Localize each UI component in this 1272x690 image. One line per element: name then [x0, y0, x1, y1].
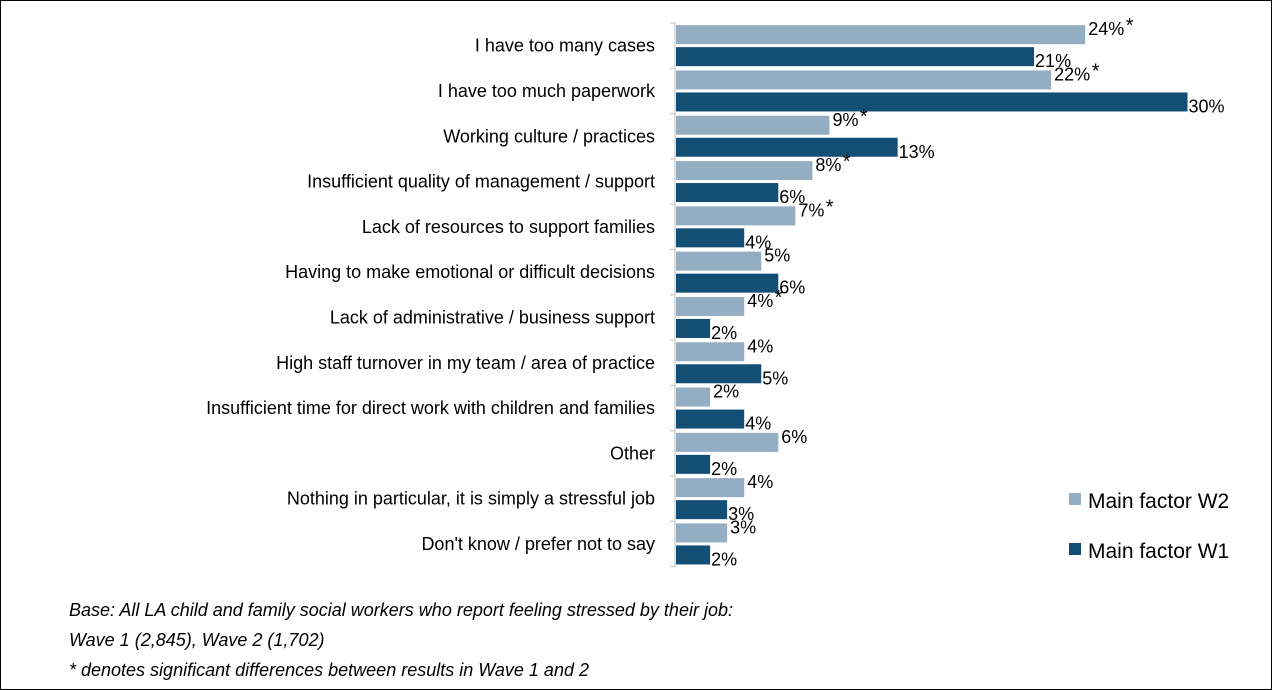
bar-w1 [676, 273, 779, 293]
bar-w2 [676, 70, 1052, 90]
category-label: Having to make emotional or difficult de… [285, 262, 655, 282]
value-label-w1: 5% [762, 368, 788, 388]
value-label-w1: 30% [1189, 96, 1225, 116]
significance-marker: * [843, 151, 851, 173]
value-label-w1: 21% [1035, 51, 1071, 71]
legend-swatch [1069, 543, 1081, 555]
bar-w2 [676, 206, 796, 226]
bar-w1 [676, 47, 1035, 67]
category-label: Nothing in particular, it is simply a st… [287, 489, 655, 509]
bar-w1 [676, 545, 711, 565]
value-label-w2: 4% [747, 291, 773, 311]
bar-w1 [676, 183, 779, 203]
value-label-w1: 6% [779, 187, 805, 207]
bar-w2 [676, 115, 830, 135]
category-label: High staff turnover in my team / area of… [276, 353, 655, 373]
base-note: Base: All LA child and family social wor… [69, 600, 733, 620]
bar-w2 [676, 432, 779, 452]
bar-w1 [676, 92, 1188, 112]
value-label-w1: 6% [779, 278, 805, 298]
category-label: Other [610, 443, 655, 463]
value-label-w2: 9% [832, 110, 858, 130]
value-label-w2: 6% [781, 427, 807, 447]
category-label: I have too many cases [475, 36, 655, 56]
legend-label: Main factor W1 [1088, 540, 1229, 563]
bar-w1 [676, 364, 762, 384]
bar-w1 [676, 318, 711, 338]
value-label-w2: 24% [1088, 19, 1124, 39]
bar-w1 [676, 500, 728, 520]
chart-notes: Base: All LA child and family social wor… [69, 595, 733, 685]
value-label-w1: 2% [711, 549, 737, 569]
bar-w1 [676, 409, 745, 429]
value-label-w2: 22% [1054, 64, 1090, 84]
category-label: Insufficient time for direct work with c… [206, 398, 655, 418]
bar-w1 [676, 454, 711, 474]
category-label: Insufficient quality of management / sup… [307, 172, 655, 192]
significance-marker: * [1126, 15, 1134, 37]
bar-w2 [676, 296, 745, 316]
bar-w2 [676, 251, 762, 271]
significance-note: * denotes significant differences betwee… [69, 660, 589, 680]
value-label-w1: 2% [711, 323, 737, 343]
bar-w2 [676, 478, 745, 498]
bar-w2 [676, 342, 745, 362]
category-label: Lack of administrative / business suppor… [330, 307, 655, 327]
significance-marker: * [1092, 60, 1100, 82]
bar-w2 [676, 161, 813, 181]
legend-label: Main factor W2 [1088, 490, 1229, 513]
legend-swatch [1069, 493, 1081, 505]
legend: Main factor W2 Main factor W1 [1069, 490, 1229, 563]
category-label: Working culture / practices [443, 126, 655, 146]
significance-marker: * [775, 287, 783, 309]
bar-w2 [676, 25, 1086, 45]
value-label-w1: 3% [728, 504, 754, 524]
category-label: Lack of resources to support families [362, 217, 655, 237]
significance-marker: * [826, 196, 834, 218]
value-label-w2: 7% [798, 200, 824, 220]
category-label: Don't know / prefer not to say [421, 534, 655, 554]
value-label-w2: 4% [747, 336, 773, 356]
category-label: I have too much paperwork [438, 81, 656, 101]
significance-marker: * [860, 106, 868, 128]
value-label-w2: 8% [815, 155, 841, 175]
value-label-w2: 5% [764, 246, 790, 266]
bar-w2 [676, 523, 728, 543]
bar-w2 [676, 387, 711, 407]
bar-w1 [676, 228, 745, 248]
value-label-w1: 4% [745, 414, 771, 434]
value-label-w2: 3% [730, 517, 756, 537]
value-label-w2: 4% [747, 472, 773, 492]
wave-sample-note: Wave 1 (2,845), Wave 2 (1,702) [69, 630, 325, 650]
value-label-w1: 2% [711, 459, 737, 479]
value-label-w2: 2% [713, 382, 739, 402]
value-label-w1: 4% [745, 232, 771, 252]
value-label-w1: 13% [899, 142, 935, 162]
bar-w1 [676, 137, 898, 157]
